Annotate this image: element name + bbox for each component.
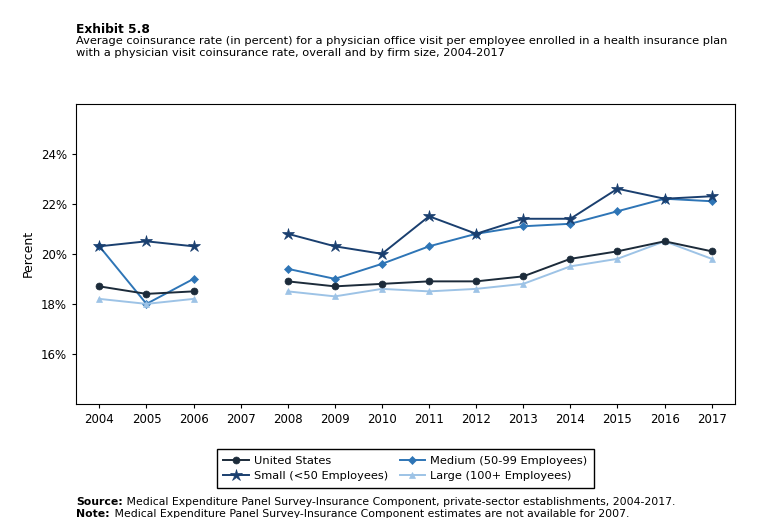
Medium (50-99 Employees) [95,243,104,249]
Medium (50-99 Employees) [189,276,198,282]
Y-axis label: Percent: Percent [22,231,35,277]
Small (<50 Employees) [142,238,151,244]
Large (100+ Employees) [142,301,151,307]
Text: Source:: Source: [76,497,123,507]
United States [189,288,198,294]
Small (<50 Employees) [95,243,104,249]
Legend: United States, Small (<50 Employees), Medium (50-99 Employees), Large (100+ Empl: United States, Small (<50 Employees), Me… [217,449,594,488]
Medium (50-99 Employees) [142,301,151,307]
Text: Note:: Note: [76,509,109,518]
Small (<50 Employees) [189,243,198,249]
Line: Small (<50 Employees): Small (<50 Employees) [93,235,200,253]
Line: Medium (50-99 Employees): Medium (50-99 Employees) [96,243,196,307]
Large (100+ Employees) [189,296,198,302]
Text: Average coinsurance rate (in percent) for a physician office visit per employee : Average coinsurance rate (in percent) fo… [76,36,727,46]
Text: with a physician visit coinsurance rate, overall and by firm size, 2004-2017: with a physician visit coinsurance rate,… [76,48,505,57]
Line: Large (100+ Employees): Large (100+ Employees) [96,295,197,307]
United States [142,291,151,297]
Text: Medical Expenditure Panel Survey-Insurance Component estimates are not available: Medical Expenditure Panel Survey-Insuran… [111,509,630,518]
Large (100+ Employees) [95,296,104,302]
Text: Exhibit 5.8: Exhibit 5.8 [76,23,149,36]
Text: Medical Expenditure Panel Survey-Insurance Component, private-sector establishme: Medical Expenditure Panel Survey-Insuran… [123,497,675,507]
United States [95,283,104,290]
Line: United States: United States [96,283,197,297]
